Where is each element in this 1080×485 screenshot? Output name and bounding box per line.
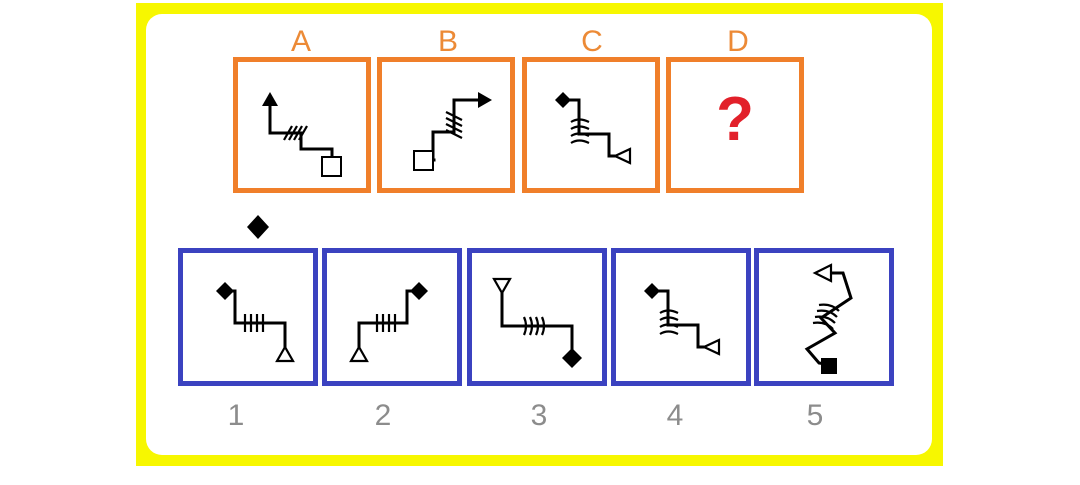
- answer-option-2[interactable]: [322, 248, 462, 386]
- label-d: D: [727, 25, 749, 58]
- figure-d: ?: [666, 57, 804, 193]
- label-a: A: [290, 25, 311, 58]
- figure-a: [233, 57, 371, 193]
- answer-5-drawing: [804, 263, 853, 374]
- figure-c-drawing: [555, 92, 632, 165]
- diamond-icon: [247, 215, 269, 239]
- answer-option-3[interactable]: [467, 248, 607, 386]
- question-mark: ?: [716, 85, 754, 154]
- answer-4-drawing: [644, 283, 721, 356]
- answer-option-4[interactable]: [611, 248, 751, 386]
- figure-b-drawing: [413, 92, 492, 171]
- answer-number-1: 1: [227, 399, 245, 432]
- answer-3-drawing: [492, 277, 582, 368]
- label-b: B: [437, 25, 458, 58]
- answer-number-3: 3: [530, 399, 548, 432]
- answer-number-2: 2: [374, 399, 392, 432]
- answer-option-1[interactable]: [178, 248, 318, 386]
- answer-1-drawing: [216, 282, 295, 363]
- answer-option-5[interactable]: [754, 248, 894, 386]
- figure-c: [522, 57, 660, 193]
- figure-b: [377, 57, 515, 193]
- label-c: C: [581, 25, 603, 58]
- figure-a-drawing: [262, 92, 342, 177]
- answer-number-4: 4: [666, 399, 684, 432]
- answer-number-5: 5: [806, 399, 824, 432]
- answer-2-drawing: [349, 282, 428, 363]
